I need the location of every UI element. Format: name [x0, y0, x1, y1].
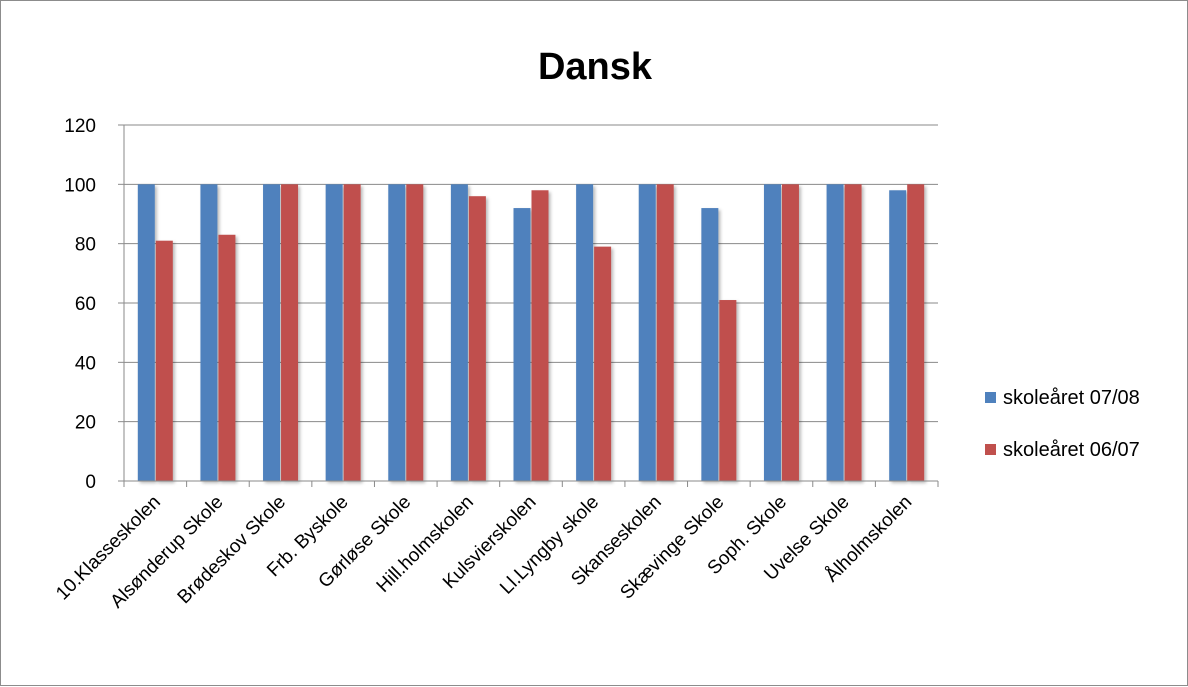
chart-title: Dansk: [538, 46, 653, 88]
bar-series-2: [844, 184, 862, 482]
bar-series-1: [763, 184, 781, 482]
bar-series-1: [513, 208, 531, 482]
bar-series-1: [576, 184, 594, 482]
bar-series-2: [406, 184, 424, 482]
legend-swatch: [985, 392, 996, 403]
bar-series-2: [218, 234, 236, 481]
bar-series-2: [281, 184, 299, 482]
y-tick-label: 40: [75, 353, 96, 374]
y-tick-label: 20: [75, 413, 96, 434]
bar-series-2: [781, 184, 799, 482]
bar-series-1: [826, 184, 844, 482]
gridlines: [124, 124, 938, 423]
bar-series-1: [889, 190, 907, 481]
y-tick-label: 120: [64, 116, 96, 137]
bar-series-1: [450, 184, 468, 482]
y-axis-tick-labels: 0 20 40 60 80 100 120: [64, 116, 96, 493]
bar-series-1: [325, 184, 343, 482]
bar-series-2: [656, 184, 674, 482]
bar-series-2: [594, 246, 612, 481]
x-category-label: 10.Klasseskolen: [52, 492, 165, 605]
legend-label: skoleåret 07/08: [1003, 387, 1140, 409]
bars: [137, 184, 925, 482]
x-category-label: Alsønderup Skole: [107, 492, 228, 613]
legend-swatch: [985, 444, 996, 455]
axes: [118, 124, 939, 487]
y-tick-label: 80: [75, 235, 96, 256]
bar-series-1: [388, 184, 406, 482]
bar-series-2: [343, 184, 361, 482]
legend: skoleåret 07/08 skoleåret 06/07: [985, 387, 1140, 461]
bar-series-2: [155, 240, 173, 481]
bar-series-2: [531, 190, 549, 481]
bar-series-1: [263, 184, 281, 482]
bar-series-1: [638, 184, 656, 482]
y-tick-label: 60: [75, 294, 96, 315]
legend-label: skoleåret 06/07: [1003, 439, 1140, 461]
bar-series-1: [701, 208, 719, 482]
bar-series-2: [468, 196, 486, 481]
bar-series-2: [907, 184, 925, 482]
y-tick-label: 0: [85, 472, 96, 493]
bar-series-1: [200, 184, 218, 482]
bar-series-2: [719, 300, 737, 481]
bar-series-1: [137, 184, 155, 482]
x-category-label: Brødeskov Skole: [174, 492, 290, 608]
y-tick-label: 100: [64, 175, 96, 196]
